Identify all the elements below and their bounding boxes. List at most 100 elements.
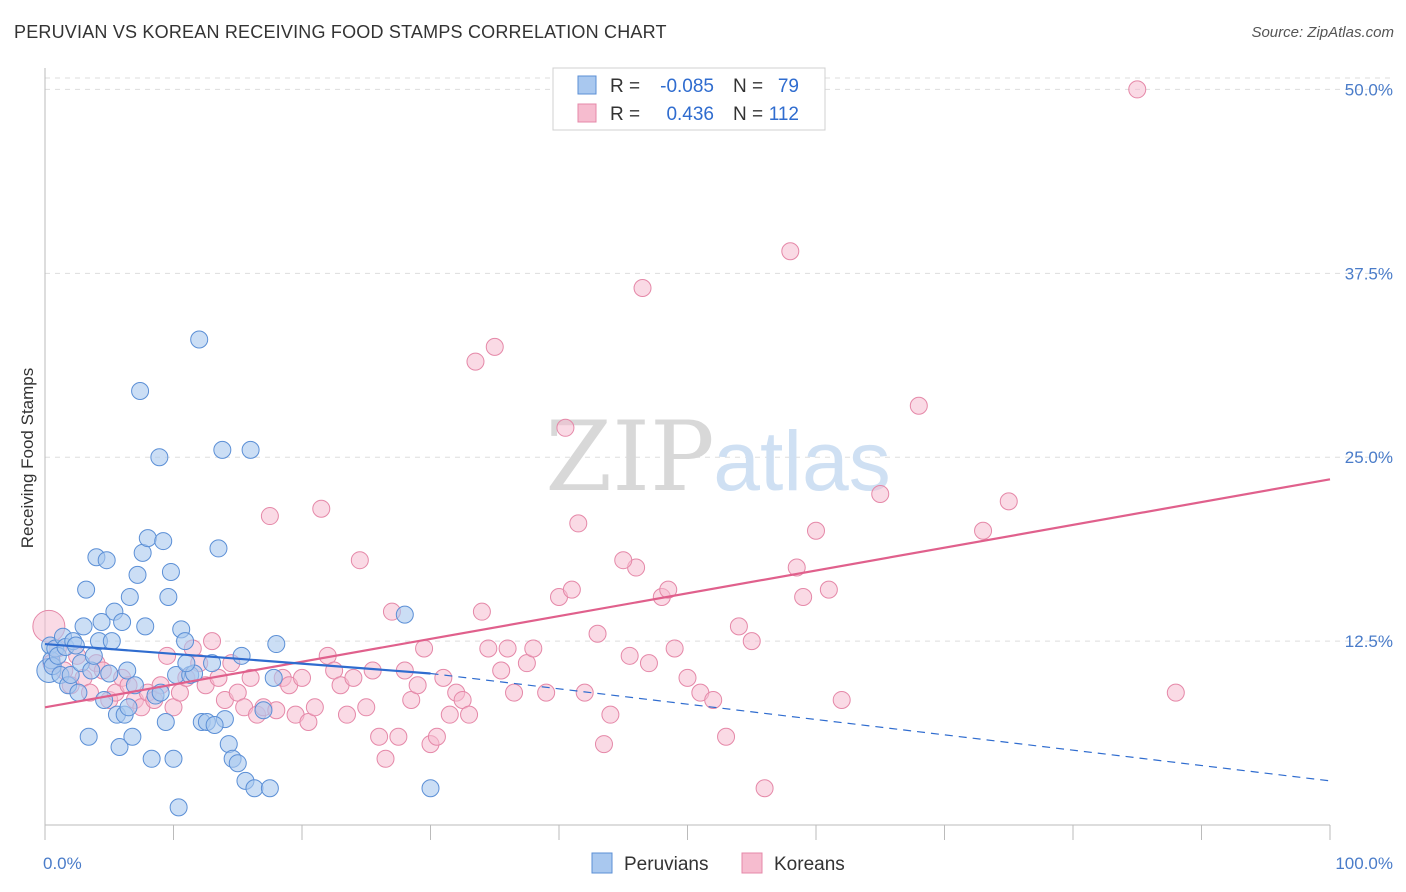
- legend-r-value-peruvian: -0.085: [660, 76, 714, 97]
- peruvian-point: [203, 654, 222, 673]
- y-tick-label: 12.5%: [1345, 632, 1393, 651]
- korean-point: [466, 352, 485, 371]
- korean-point: [639, 654, 658, 673]
- korean-point: [293, 668, 311, 687]
- korean-point: [755, 779, 774, 798]
- peruvian-point: [219, 735, 238, 754]
- watermark: ZIP atlas: [545, 401, 890, 513]
- bottom-legend-swatch-koreans: [741, 852, 763, 874]
- peruvian-point: [209, 539, 228, 558]
- korean-point: [370, 727, 389, 746]
- korean-point: [337, 705, 356, 724]
- korean-point: [999, 492, 1018, 511]
- legend-swatch-korean: [577, 103, 597, 123]
- legend-swatch-peruvian: [577, 75, 597, 95]
- peruvian-trend-extension: [430, 672, 1331, 782]
- legend-box: R = -0.085 N = 79 R = 0.436 N = 112: [552, 67, 826, 131]
- peruvian-point: [142, 749, 161, 768]
- korean-point: [601, 705, 620, 724]
- korean-point: [472, 602, 491, 621]
- watermark-atlas: atlas: [713, 414, 890, 508]
- peruvian-point: [161, 562, 180, 581]
- peruvian-point: [150, 448, 169, 467]
- peruvian-point: [120, 587, 139, 606]
- korean-point: [787, 558, 806, 577]
- korean-point: [203, 632, 222, 651]
- legend-n-value-peruvian: 79: [778, 76, 799, 97]
- y-tick-labels: 12.5% 25.0% 37.5% 50.0%: [1345, 80, 1393, 651]
- korean-point: [819, 580, 838, 599]
- peruvian-point: [123, 727, 142, 746]
- y-axis-title: Receiving Food Stamps: [18, 368, 37, 548]
- peruvian-point: [113, 612, 132, 631]
- peruvian-point: [92, 612, 111, 631]
- korean-point: [415, 639, 434, 658]
- x-tick-labels: 0.0% 100.0%: [43, 854, 1393, 873]
- korean-point: [479, 639, 498, 658]
- korean-point: [588, 624, 607, 643]
- y-tick-label: 25.0%: [1345, 448, 1393, 467]
- peruvian-point: [61, 665, 80, 684]
- peruvian-point: [254, 701, 273, 720]
- peruvian-point: [241, 440, 260, 459]
- peruvian-point: [164, 749, 183, 768]
- legend-n-label-korean: N =: [733, 104, 763, 125]
- peruvian-point: [128, 565, 147, 584]
- trend-lines: [44, 478, 1331, 782]
- korean-point: [909, 396, 928, 415]
- watermark-zip: ZIP: [545, 401, 714, 513]
- peruvian-point: [136, 617, 155, 636]
- grid-lines: [45, 77, 1395, 642]
- korean-point: [1128, 80, 1147, 99]
- legend-n-label-peruvian: N =: [733, 76, 763, 97]
- peruvian-point: [82, 661, 101, 680]
- peruvian-trend-line: [44, 642, 431, 675]
- korean-point: [537, 683, 556, 702]
- korean-point: [665, 639, 684, 658]
- korean-point: [305, 698, 324, 717]
- peruvian-point: [267, 635, 286, 654]
- chart-source: Source: ZipAtlas.com: [1251, 24, 1394, 41]
- korean-point: [427, 727, 446, 746]
- korean-point: [408, 676, 427, 695]
- korean-point: [344, 668, 363, 687]
- chart-title: PERUVIAN VS KOREAN RECEIVING FOOD STAMPS…: [14, 22, 667, 42]
- korean-point: [620, 646, 639, 665]
- korean-point: [485, 337, 504, 356]
- legend-r-value-korean: 0.436: [666, 104, 714, 125]
- korean-point: [781, 242, 800, 261]
- korean-point: [569, 514, 588, 533]
- peruvian-point: [74, 617, 93, 636]
- peruvian-point: [100, 664, 119, 683]
- korean-point: [389, 727, 408, 746]
- peruvian-point: [213, 440, 232, 459]
- axes: [44, 68, 1331, 840]
- korean-point: [460, 705, 479, 724]
- peruvian-point: [119, 698, 138, 717]
- korean-point: [742, 632, 761, 651]
- peruvian-point: [97, 551, 116, 570]
- korean-point: [498, 639, 517, 658]
- korean-point: [312, 499, 331, 518]
- korean-point: [376, 749, 395, 768]
- korean-point: [434, 668, 453, 687]
- peruvian-point: [228, 754, 247, 773]
- peruvian-point: [177, 654, 196, 673]
- y-tick-label: 37.5%: [1345, 264, 1393, 283]
- korean-point: [492, 661, 511, 680]
- korean-point: [505, 683, 524, 702]
- peruvian-point: [260, 779, 279, 798]
- legend-r-label-korean: R =: [610, 104, 640, 125]
- peruvian-point: [421, 779, 440, 798]
- bottom-legend-swatch-peruvians: [591, 852, 613, 874]
- korean-point: [807, 521, 825, 540]
- x-tick-label: 100.0%: [1335, 854, 1393, 873]
- korean-point: [659, 580, 678, 599]
- korean-point: [524, 639, 543, 658]
- peruvian-point: [79, 727, 98, 746]
- korean-point: [357, 698, 376, 717]
- korean-point: [575, 683, 594, 702]
- korean-point: [832, 690, 851, 709]
- peruvian-point: [118, 661, 137, 680]
